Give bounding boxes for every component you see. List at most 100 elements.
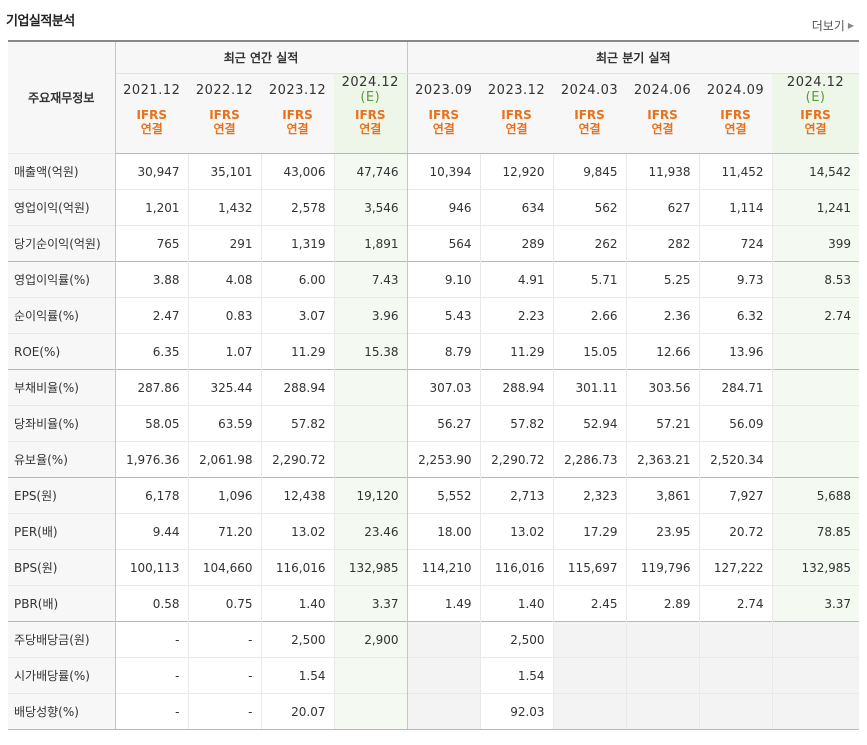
column-accounting-basis: IFRS 연결 (406, 106, 481, 154)
value-cell: 116,016 (260, 549, 334, 586)
value-cell: 11,938 (625, 153, 700, 190)
value-cell: 13.02 (260, 513, 334, 550)
table-row: 유보율(%) 1,976.36 2,061.98 2,290.72 2,253.90 2,… (8, 441, 860, 478)
value-cell: 724 (698, 225, 773, 262)
value-cell: 3.88 (114, 261, 188, 298)
value-cell: 627 (625, 189, 700, 226)
value-cell: - (114, 693, 188, 730)
table-row: 부채비율(%) 287.86 325.44 288.94 307.03 288.94 301… (8, 369, 860, 406)
value-cell: 1,432 (187, 189, 261, 226)
value-cell: 57.21 (625, 405, 700, 442)
column-period: 2023.12 (480, 73, 554, 106)
value-cell: 5.25 (625, 261, 700, 298)
value-cell: 2,290.72 (479, 441, 554, 478)
column-period: 2024.12 (E) (772, 73, 860, 106)
value-cell (698, 693, 773, 730)
value-cell: 9,845 (552, 153, 627, 190)
value-cell: 23.46 (333, 513, 408, 550)
column-accounting-basis: IFRS 연결 (115, 106, 188, 154)
value-cell: 1,891 (333, 225, 408, 262)
value-cell: 5,688 (771, 477, 860, 514)
consolidation-type: 연결 (286, 122, 309, 136)
period-label: 2022.12 (195, 82, 254, 98)
value-cell: 6,178 (114, 477, 188, 514)
value-cell: 12,438 (260, 477, 334, 514)
value-cell: 2,900 (333, 621, 408, 658)
period-label: 2023.12 (268, 82, 327, 98)
value-cell: 1.07 (187, 333, 261, 370)
value-cell: 20.72 (698, 513, 773, 550)
value-cell: 5.71 (552, 261, 627, 298)
value-cell: 47,746 (333, 153, 408, 190)
consolidation-type: 연결 (651, 122, 674, 136)
value-cell: 9.10 (406, 261, 481, 298)
value-cell: 2,713 (479, 477, 554, 514)
accounting-standard: IFRS (800, 108, 831, 122)
value-cell: 17.29 (552, 513, 627, 550)
value-cell: 2.47 (114, 297, 188, 334)
value-cell (771, 693, 860, 730)
row-label: 주당배당금(원) (8, 621, 116, 658)
value-cell: 289 (479, 225, 554, 262)
value-cell: 5,552 (406, 477, 481, 514)
value-cell: 303.56 (625, 369, 700, 406)
value-cell: 132,985 (333, 549, 408, 586)
value-cell (771, 333, 860, 370)
column-accounting-basis: IFRS 연결 (334, 106, 408, 154)
value-cell: 52.94 (552, 405, 627, 442)
value-cell: 3.96 (333, 297, 408, 334)
value-cell: 3,546 (333, 189, 408, 226)
value-cell: 287.86 (114, 369, 188, 406)
value-cell: 4.08 (187, 261, 261, 298)
value-cell: 9.44 (114, 513, 188, 550)
row-label: ROE(%) (8, 333, 116, 370)
value-cell: 262 (552, 225, 627, 262)
more-link[interactable]: 더보기 ▶ (812, 17, 854, 34)
value-cell: 282 (625, 225, 700, 262)
value-cell (552, 621, 627, 658)
value-cell (333, 693, 408, 730)
value-cell: 2,323 (552, 477, 627, 514)
table-row: 당기순이익(억원) 765 291 1,319 1,891 564 289 262 282 724… (8, 225, 860, 262)
value-cell: 43,006 (260, 153, 334, 190)
value-cell: 2.23 (479, 297, 554, 334)
estimate-marker: (E) (360, 90, 381, 105)
group-header-annual: 최근 연간 실적 (115, 40, 408, 74)
value-cell: 57.82 (260, 405, 334, 442)
value-cell: 2,363.21 (625, 441, 700, 478)
value-cell: 3.37 (333, 585, 408, 622)
accounting-standard: IFRS (209, 108, 240, 122)
value-cell: 288.94 (260, 369, 334, 406)
value-cell (771, 621, 860, 658)
value-cell: 2.74 (698, 585, 773, 622)
table-row: 매출액(억원) 30,947 35,101 43,006 47,746 10,394 12,… (8, 153, 860, 190)
value-cell (333, 369, 408, 406)
estimate-marker: (E) (805, 90, 826, 105)
value-cell: 765 (114, 225, 188, 262)
row-label: 유보율(%) (8, 441, 116, 478)
value-cell: 1,976.36 (114, 441, 188, 478)
column-period: 2023.12 (261, 73, 334, 106)
value-cell: 284.71 (698, 369, 773, 406)
consolidation-type: 연결 (432, 122, 455, 136)
table-row: PER(배) 9.44 71.20 13.02 23.46 18.00 13.02 17.29… (8, 513, 860, 550)
value-cell: 132,985 (771, 549, 860, 586)
value-cell: 7.43 (333, 261, 408, 298)
value-cell: 15.38 (333, 333, 408, 370)
period-label: 2023.12 (487, 82, 546, 98)
accounting-standard: IFRS (647, 108, 678, 122)
value-cell: 15.05 (552, 333, 627, 370)
value-cell: 946 (406, 189, 481, 226)
column-period: 2021.12 (115, 73, 188, 106)
value-cell: 1,114 (698, 189, 773, 226)
value-cell: 6.35 (114, 333, 188, 370)
value-cell (771, 441, 860, 478)
period-label: 2023.09 (415, 82, 473, 98)
value-cell: 71.20 (187, 513, 261, 550)
value-cell: 3,861 (625, 477, 700, 514)
value-cell: 399 (771, 225, 860, 262)
value-cell (406, 693, 481, 730)
value-cell: 14,542 (771, 153, 860, 190)
value-cell (552, 657, 627, 694)
row-label: 매출액(억원) (8, 153, 116, 190)
